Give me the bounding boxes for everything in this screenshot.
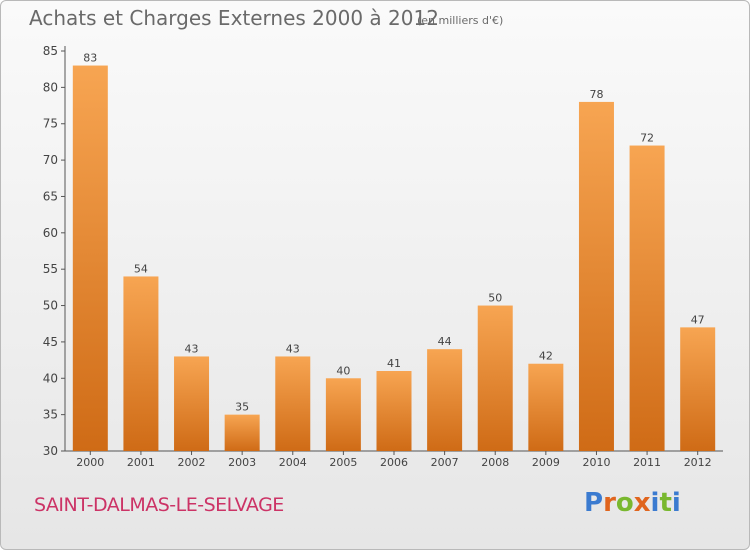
- logo-letter: x: [633, 488, 651, 518]
- y-tick-label: 65: [43, 189, 58, 203]
- x-tick-label: 2007: [431, 456, 459, 469]
- x-tick-label: 2000: [76, 456, 104, 469]
- x-tick-label: 2012: [684, 456, 712, 469]
- data-label: 78: [589, 88, 603, 101]
- bar: [680, 327, 716, 451]
- logo-letter: o: [615, 488, 634, 518]
- bar: [427, 349, 463, 451]
- x-tick-label: 2011: [633, 456, 661, 469]
- data-label: 47: [691, 313, 705, 326]
- chart-title: Achats et Charges Externes 2000 à 2012: [29, 6, 439, 30]
- y-tick-label: 50: [43, 299, 58, 313]
- bar: [224, 414, 260, 451]
- data-label: 44: [438, 335, 452, 348]
- logo-letter: i: [671, 488, 681, 518]
- x-tick-label: 2005: [329, 456, 357, 469]
- y-tick-label: 75: [43, 117, 58, 131]
- logo-letter: t: [659, 488, 672, 518]
- data-label: 72: [640, 132, 654, 145]
- bar: [325, 378, 361, 451]
- logo-letter: i: [650, 488, 660, 518]
- x-tick-label: 2006: [380, 456, 408, 469]
- data-label: 42: [539, 350, 553, 363]
- y-tick-label: 80: [43, 80, 58, 94]
- bar: [174, 356, 210, 451]
- data-label: 83: [83, 52, 97, 65]
- data-label: 50: [488, 292, 502, 305]
- chart-bars: [72, 65, 716, 451]
- chart-unit: (en milliers d'€): [417, 14, 504, 27]
- bar: [578, 101, 614, 451]
- bar: [528, 363, 564, 451]
- bar: [629, 145, 665, 451]
- proxiti-logo[interactable]: Proxiti: [584, 488, 681, 518]
- y-tick-label: 35: [43, 408, 58, 422]
- data-label: 40: [336, 364, 350, 377]
- data-label: 54: [134, 262, 148, 275]
- bar: [376, 371, 412, 451]
- logo-letter: P: [584, 488, 604, 518]
- y-tick-label: 85: [43, 44, 58, 58]
- logo-letter: r: [603, 488, 616, 518]
- bar: [123, 276, 159, 451]
- y-tick-label: 70: [43, 153, 58, 167]
- chart-axes: 30 35 40 45 50 55 60 65 70 75 80 85: [43, 44, 723, 458]
- x-tick-label: 2008: [481, 456, 509, 469]
- x-tick-label: 2003: [228, 456, 256, 469]
- bar: [72, 65, 108, 451]
- data-label: 35: [235, 401, 249, 414]
- data-label: 43: [286, 342, 300, 355]
- x-tick-label: 2009: [532, 456, 560, 469]
- y-tick-label: 45: [43, 335, 58, 349]
- x-tick-label: 2004: [279, 456, 307, 469]
- chart-labels: 2000 83 2001 54 2002 43 2003 35 2004 43 2005 40 2006…: [76, 52, 711, 469]
- x-tick-label: 2010: [582, 456, 610, 469]
- city-name: SAINT-DALMAS-LE-SELVAGE: [34, 494, 284, 516]
- y-tick-label: 55: [43, 262, 58, 276]
- data-label: 43: [185, 342, 199, 355]
- bar: [477, 305, 513, 451]
- x-tick-label: 2002: [178, 456, 206, 469]
- bar: [275, 356, 311, 451]
- y-tick-label: 30: [43, 444, 58, 458]
- data-label: 41: [387, 357, 401, 370]
- y-tick-label: 60: [43, 226, 58, 240]
- y-tick-label: 40: [43, 371, 58, 385]
- x-tick-label: 2001: [127, 456, 155, 469]
